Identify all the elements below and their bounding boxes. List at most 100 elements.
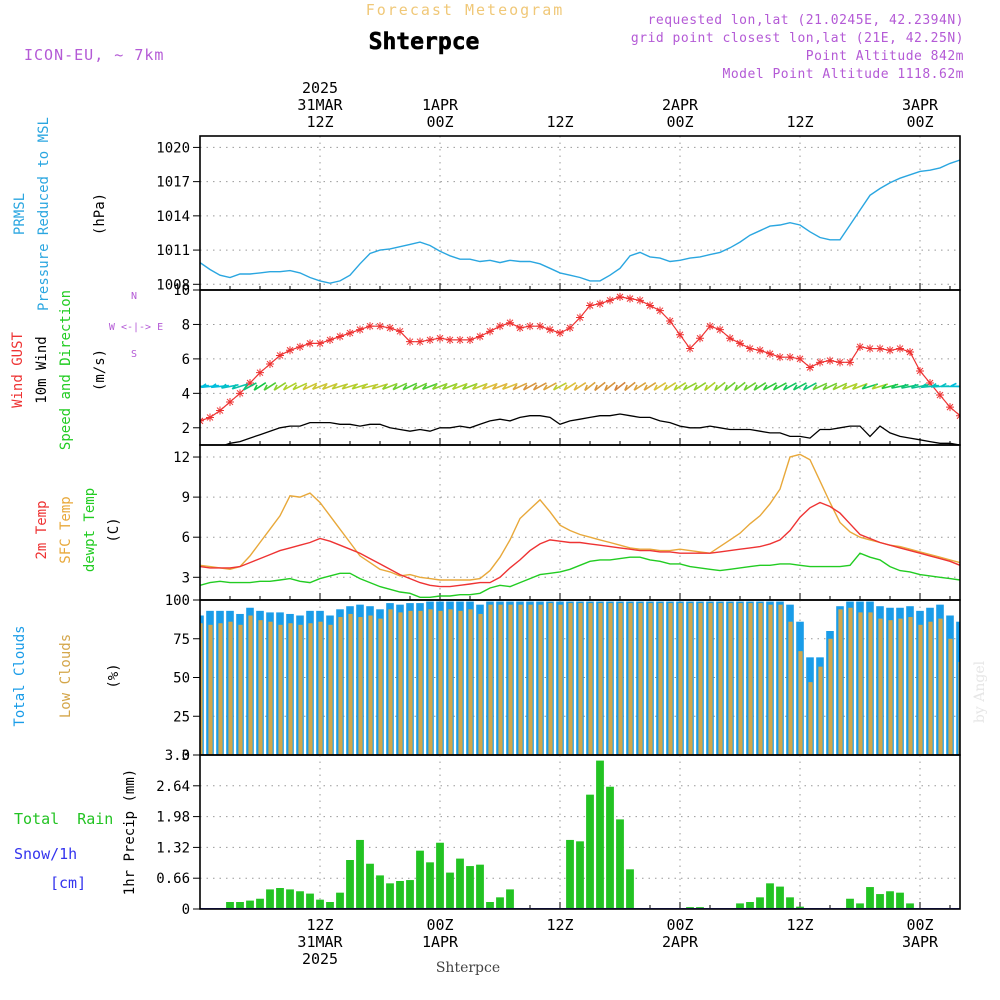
wind-direction-arrow <box>311 382 328 391</box>
location-title: Shterpce <box>369 29 480 55</box>
temp-unit: (C) <box>106 517 122 542</box>
rain-bar <box>496 897 504 909</box>
panels: 1008 1011 1014 1017 1020 2 4 6 8 10 3 6 9 12 0 25 50 75 10… <box>156 135 974 918</box>
wind-direction-arrow <box>210 383 229 389</box>
wind-direction-arrow <box>542 382 557 391</box>
low-cloud-bar <box>598 603 603 755</box>
snow-label: Snow/1h <box>14 845 77 863</box>
gust-marker <box>886 346 894 355</box>
gust-marker <box>596 299 604 308</box>
gust-marker <box>776 353 784 362</box>
low-cloud-bar <box>718 603 723 755</box>
gust-marker <box>966 408 974 416</box>
wind-direction-arrow <box>512 382 528 391</box>
gust-marker <box>546 325 554 334</box>
gust-marker <box>366 322 374 331</box>
prmsl-line <box>200 159 960 284</box>
wind-direction-arrow <box>421 382 438 391</box>
wind-label: 10m Wind <box>34 336 50 403</box>
wind-direction-arrow <box>910 383 929 389</box>
low-cloud-bar <box>848 607 853 755</box>
gust-marker <box>296 342 304 351</box>
pressure-frame <box>199 135 961 291</box>
low-cloud-bar <box>858 612 863 755</box>
wind-side-labels: Wind GUST 10m Wind Speed and Direction (… <box>10 290 163 450</box>
clouds-panel: 0 25 50 75 100 <box>165 593 961 764</box>
footer-location: Shterpce <box>436 960 500 976</box>
bottom-time-label: 12Z <box>546 916 573 934</box>
gust-marker <box>256 368 264 377</box>
rain-bar <box>336 892 344 909</box>
gust-marker <box>926 379 934 387</box>
rain-bar <box>576 841 584 909</box>
dewpt-label: dewpt Temp <box>82 488 98 572</box>
gust-marker <box>386 323 394 332</box>
gust-marker <box>906 348 914 356</box>
low-cloud-bar <box>928 621 933 755</box>
precip-ytick-label: 0.66 <box>156 871 190 887</box>
wind-direction-arrow <box>231 383 249 390</box>
gust-marker <box>846 358 854 367</box>
rain-bar <box>616 819 624 909</box>
pressure-ytick-label: 1020 <box>156 140 190 156</box>
low-cloud-bar <box>498 604 503 755</box>
rain-bar <box>316 899 324 909</box>
rain-bar <box>256 898 264 909</box>
wind-direction-arrow <box>263 382 277 391</box>
gridpoint-coords: grid point closest lon,lat (21E, 42.25N) <box>631 31 964 46</box>
wind-direction-arrow <box>734 381 746 392</box>
bottom-time-label: 31MAR <box>297 933 343 951</box>
low-cloud-bar <box>548 603 553 755</box>
precip-ytick-label: 1.32 <box>156 840 190 856</box>
wind-direction-arrow <box>451 382 468 391</box>
gust-marker <box>756 346 764 355</box>
wind-ytick-label: 4 <box>182 386 190 402</box>
rain-bar <box>876 894 884 909</box>
top-time-label: 12Z <box>306 113 333 131</box>
wind-direction-arrow <box>253 382 267 391</box>
low-cloud-bar <box>938 618 943 755</box>
low-cloud-bar <box>308 623 313 755</box>
gust-marker <box>646 301 654 310</box>
gust-marker <box>286 346 294 355</box>
low-cloud-bar <box>528 604 533 755</box>
wind-direction-arrow <box>950 382 960 388</box>
low-cloud-bar <box>338 617 343 755</box>
pressure-ytick-label: 1011 <box>156 243 190 259</box>
top-time-label: 00Z <box>426 113 453 131</box>
rain-bar <box>266 889 274 909</box>
wind-direction-arrow <box>693 382 707 391</box>
total-cloud-label: Total Clouds <box>12 625 28 726</box>
wind-direction-arrow <box>441 382 458 391</box>
gust-marker <box>416 337 424 346</box>
pressure-ytick-label: 1017 <box>156 175 190 191</box>
precip-panel: 0 0.66 1.32 1.98 2.64 3.3 <box>156 748 961 918</box>
gust-marker <box>656 306 664 315</box>
wind-direction-arrow <box>402 382 418 391</box>
cloud-unit: (%) <box>106 663 122 688</box>
gust-marker <box>266 360 274 369</box>
low-cloud-bar <box>878 618 883 755</box>
dewpt-line <box>200 552 960 598</box>
gust-marker <box>866 344 874 353</box>
wind-direction-arrow <box>501 382 518 391</box>
rain-bar <box>506 889 514 909</box>
low-cloud-bar <box>638 603 643 755</box>
wind-direction-arrow <box>242 382 257 391</box>
gust-marker <box>826 356 834 365</box>
precip-frame <box>199 754 961 910</box>
wind-direction-arrow <box>762 382 777 391</box>
temp-panel: 3 6 9 12 <box>173 444 961 601</box>
gust-marker <box>436 334 444 343</box>
low-cloud-bar <box>428 609 433 755</box>
low-cloud-bar <box>508 604 513 755</box>
temp-ytick-label: 12 <box>173 450 190 466</box>
precip-ytick-label: 3.3 <box>165 748 190 764</box>
gust-marker <box>856 342 864 351</box>
pressure-label: PRMSL <box>12 193 28 235</box>
gust-marker <box>576 313 584 322</box>
wind-direction-arrow <box>371 383 389 390</box>
low-cloud-bar <box>228 621 233 755</box>
